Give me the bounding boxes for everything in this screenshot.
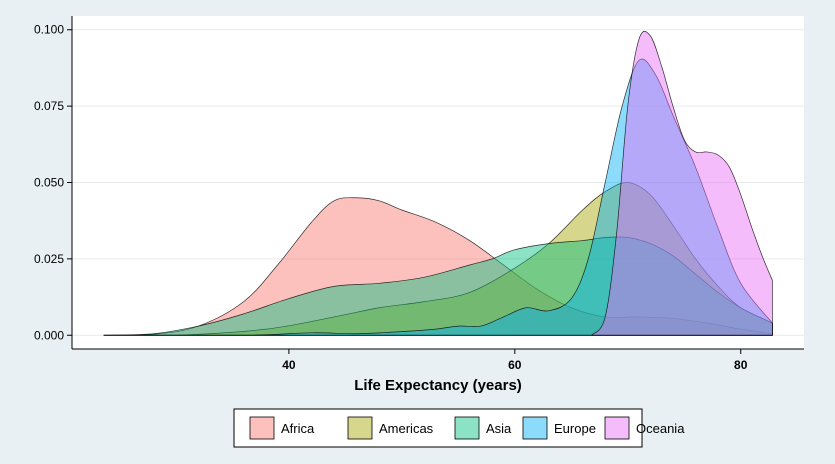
- legend-label-oceania: Oceania: [636, 421, 685, 436]
- density-area-americas: [103, 182, 773, 336]
- legend-label-asia: Asia: [486, 421, 512, 436]
- legend-swatch-asia: [454, 416, 480, 440]
- legend-box: [233, 408, 643, 448]
- legend-swatch-oceania: [604, 416, 630, 440]
- legend-swatch-africa: [249, 416, 275, 440]
- y-ticks: 0.000 0.025 0.050 0.075 0.100: [34, 23, 72, 342]
- x-axis-title: Life Expectancy (years): [354, 377, 522, 394]
- legend-swatch-europe: [522, 416, 548, 440]
- legend-label-americas: Americas: [379, 421, 434, 436]
- x-tick-label: 60: [508, 358, 522, 372]
- legend-swatch-americas: [347, 416, 373, 440]
- x-tick-label: 80: [734, 358, 748, 372]
- x-ticks: 40 60 80: [282, 349, 748, 372]
- y-tick-label: 0.075: [34, 99, 64, 113]
- y-tick-label: 0.100: [34, 23, 64, 37]
- legend-label-europe: Europe: [554, 421, 596, 436]
- density-area-asia: [103, 236, 773, 336]
- y-tick-label: 0.050: [34, 176, 64, 190]
- x-tick-label: 40: [282, 358, 296, 372]
- density-area-africa: [103, 197, 773, 336]
- y-tick-label: 0.000: [34, 328, 64, 342]
- density-area-oceania: [590, 30, 773, 336]
- density-areas: [103, 30, 773, 336]
- legend-label-africa: Africa: [281, 421, 315, 436]
- legend: Africa Americas Asia Europe Oceania: [233, 408, 685, 448]
- density-area-europe: [103, 58, 773, 336]
- y-tick-label: 0.025: [34, 252, 64, 266]
